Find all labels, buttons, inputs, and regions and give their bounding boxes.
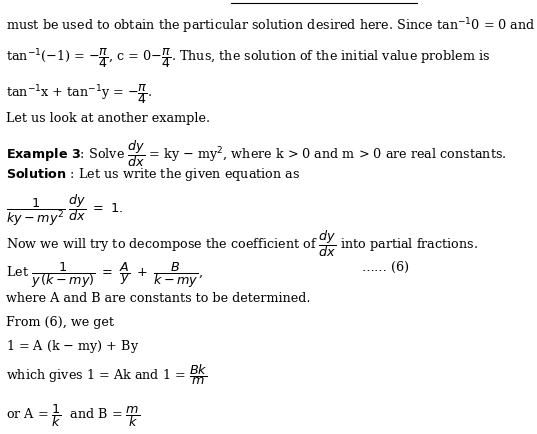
Text: $\mathbf{Example\ 3}$: Solve $\dfrac{dy}{dx}$ = ky $-$ my$^2$, where k > 0 and m: $\mathbf{Example\ 3}$: Solve $\dfrac{dy}…: [5, 138, 506, 168]
Text: tan$^{-1}$x + tan$^{-1}$y = $-\dfrac{\pi}{4}$.: tan$^{-1}$x + tan$^{-1}$y = $-\dfrac{\pi…: [5, 82, 152, 105]
Text: must be used to obtain the particular solution desired here. Since tan$^{-1}$0 =: must be used to obtain the particular so…: [5, 16, 535, 36]
Text: or A = $\dfrac{1}{k}$  and B = $\dfrac{m}{k}$: or A = $\dfrac{1}{k}$ and B = $\dfrac{m}…: [5, 401, 140, 428]
Text: Let $\dfrac{1}{y\,(k-my)}\ =\ \dfrac{A}{y}\ +\ \dfrac{B}{k-my}$,: Let $\dfrac{1}{y\,(k-my)}\ =\ \dfrac{A}{…: [5, 259, 202, 289]
Text: Let us look at another example.: Let us look at another example.: [5, 111, 209, 124]
Text: which gives 1 = Ak and 1 = $\dfrac{Bk}{m}$: which gives 1 = Ak and 1 = $\dfrac{Bk}{m…: [5, 362, 207, 386]
Text: tan$^{-1}$($-$1) = $-\dfrac{\pi}{4}$, c = 0$-\dfrac{\pi}{4}$. Thus, the solution: tan$^{-1}$($-$1) = $-\dfrac{\pi}{4}$, c …: [5, 46, 490, 70]
Text: From (6), we get: From (6), we get: [5, 315, 113, 328]
Text: 1 = A (k $-$ my) + By: 1 = A (k $-$ my) + By: [5, 337, 139, 355]
Text: $\dfrac{1}{ky-my^2}\ \dfrac{dy}{dx}\ =\ 1.$: $\dfrac{1}{ky-my^2}\ \dfrac{dy}{dx}\ =\ …: [5, 192, 122, 227]
Text: $\ldots\ldots$ (6): $\ldots\ldots$ (6): [361, 259, 410, 274]
Text: where A and B are constants to be determined.: where A and B are constants to be determ…: [5, 291, 310, 304]
Text: $\mathbf{Solution}$ : Let us write the given equation as: $\mathbf{Solution}$ : Let us write the g…: [5, 165, 300, 182]
Text: Now we will try to decompose the coefficient of $\dfrac{dy}{dx}$ into partial fr: Now we will try to decompose the coeffic…: [5, 227, 478, 258]
